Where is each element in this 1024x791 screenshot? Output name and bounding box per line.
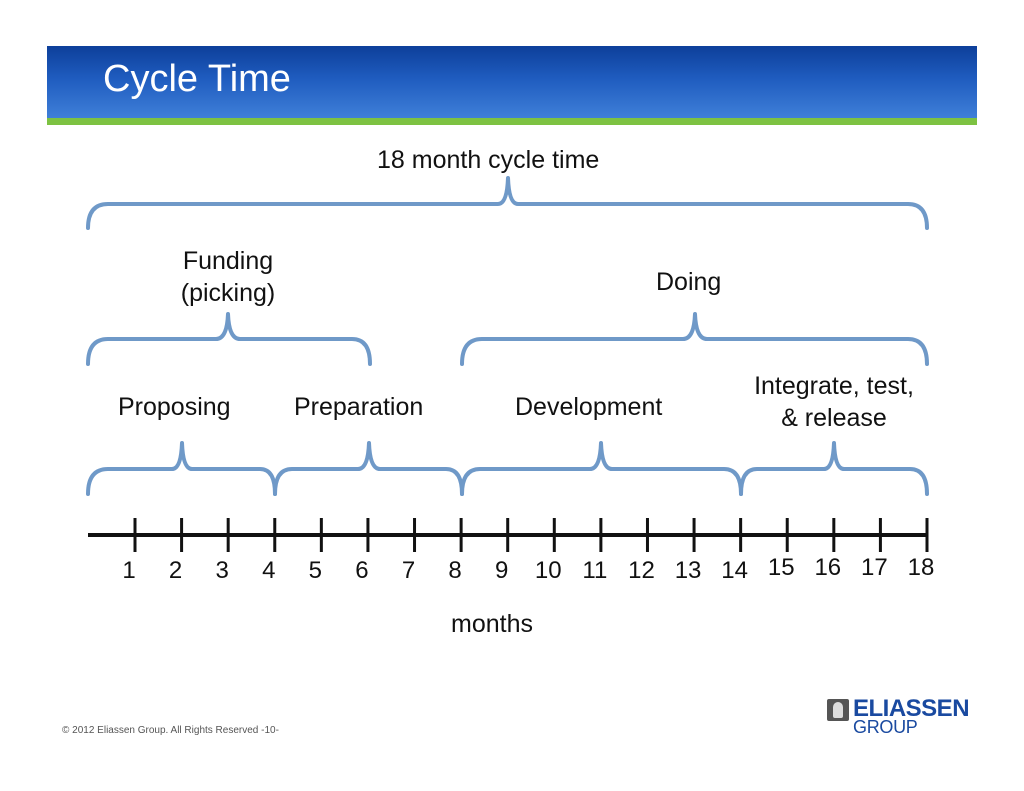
bracket-development xyxy=(460,441,743,496)
label-doing: Doing xyxy=(656,268,722,296)
bracket-funding xyxy=(86,312,372,366)
axis-tick-label: 8 xyxy=(448,557,462,584)
bracket-preparation xyxy=(273,441,464,496)
label-integrate: Integrate, test, & release xyxy=(754,372,914,432)
label-development: Development xyxy=(515,393,663,421)
label-preparation: Preparation xyxy=(294,393,424,421)
axis-tick-label: 17 xyxy=(861,554,888,581)
label-funding: Funding (picking) xyxy=(180,247,276,307)
header-stripe xyxy=(47,118,977,125)
logo-portrait-icon xyxy=(827,699,849,721)
bracket-doing xyxy=(460,312,929,366)
axis-tick-label: 12 xyxy=(628,557,655,584)
axis-tick-label: 5 xyxy=(308,557,323,584)
axis-tick-label: 2 xyxy=(168,557,183,584)
label-total: 18 month cycle time xyxy=(377,146,600,174)
header-bar xyxy=(47,46,977,118)
axis-label: months xyxy=(451,610,533,638)
axis-tick-label: 11 xyxy=(582,557,608,584)
logo-text-bottom: GROUP xyxy=(853,717,918,737)
axis-tick-label: 3 xyxy=(215,557,229,584)
company-logo: ELIASSEN GROUP xyxy=(827,695,970,739)
bracket-integrate xyxy=(739,441,929,496)
axis-tick-label: 16 xyxy=(814,554,842,581)
axis-tick-label: 7 xyxy=(401,557,416,584)
axis-tick-label: 4 xyxy=(262,557,276,584)
logo-text-top: ELIASSEN xyxy=(853,695,970,722)
axis-tick-label: 10 xyxy=(534,557,562,584)
label-proposing: Proposing xyxy=(118,393,231,421)
axis-tick-label: 14 xyxy=(721,557,748,584)
axis-tick-label: 18 xyxy=(907,554,935,581)
page-title: Cycle Time xyxy=(103,58,291,100)
copyright-footer: © 2012 Eliassen Group. All Rights Reserv… xyxy=(62,725,279,736)
axis-tick-label: 15 xyxy=(767,554,795,581)
bracket-total xyxy=(86,176,929,230)
bracket-proposing xyxy=(86,441,277,496)
axis-tick-label: 6 xyxy=(355,557,369,584)
axis-tick-label: 1 xyxy=(122,557,136,584)
axis-tick-label: 9 xyxy=(495,557,509,584)
axis-tick-label: 13 xyxy=(674,557,702,584)
